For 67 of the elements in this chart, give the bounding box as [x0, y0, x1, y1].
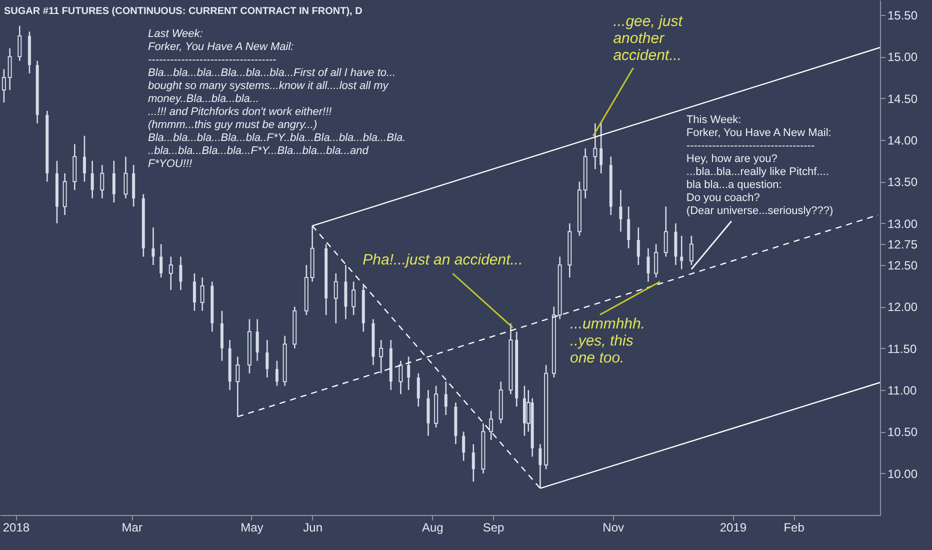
candlestick: [236, 356, 240, 418]
y-tick-label: 15.50: [888, 8, 918, 22]
annotation: ...gee, just another accident...: [613, 12, 684, 64]
candlestick: [168, 256, 173, 291]
candlestick: [654, 244, 658, 278]
candlestick: [179, 256, 182, 291]
candlestick: [90, 160, 94, 199]
candlestick: [266, 339, 269, 378]
y-tick-label: 12.50: [888, 258, 918, 272]
candlestick: [256, 318, 259, 362]
x-tick-label: 2019: [720, 520, 747, 534]
candlestick: [664, 206, 668, 258]
candlestick: [489, 410, 494, 441]
annotation: This Week: Forker, You Have A New Mail: ----------------------------------- Hey, how are you? ...bla..bla...really like Pitchf.... bla bla...a question: Do you coach? (Dear universe...seriously???): [686, 114, 834, 218]
y-tick-label: 13.50: [888, 175, 918, 190]
candlestick: [416, 372, 420, 408]
annotation: Pha!...just an accident...: [362, 252, 523, 268]
candlestick: [82, 135, 86, 182]
x-tick-label: Jun: [303, 520, 322, 534]
y-tick-label: 10.50: [888, 425, 918, 440]
candlestick: [636, 226, 640, 266]
candlestick: [112, 160, 116, 204]
y-tick-label: 11.00: [888, 384, 917, 398]
candlestick: [619, 189, 622, 232]
candlestick: [398, 360, 403, 395]
candlestick: [627, 206, 630, 249]
y-tick-label: 12.00: [888, 300, 918, 314]
candlestick: [2, 68, 6, 104]
candlestick: [379, 339, 384, 374]
candlestick: [689, 235, 694, 266]
x-tick-label: Aug: [422, 520, 444, 534]
candlestick: [100, 164, 104, 199]
y-tick-label: 10.00: [888, 466, 918, 481]
candlestick: [538, 444, 542, 489]
annotation: ...ummhhh. ..yes, this one too.: [570, 316, 646, 367]
text: Last Week: Forker, You Have A New Mail: ----------------------------------- Bla...bla...bla...Bla...bla...bla...First of all I have to... bought so many systems...know it all....lost all my money..Bla...bla...bla... ...!!! and Pitchforks don't work either!!! (hmmm...this guy must be angry...) Bla...bla...bla...Bla...bla..F*Y..bla...Bla...bla...bla...Bla. ..bla...bla...Bla...bla...F*Y...Bla...bla...bla...and F*YOU!!!: [148, 28, 406, 170]
candlestick: [680, 235, 684, 270]
candlestick: [192, 272, 196, 312]
y-tick-label: 11.50: [888, 342, 917, 356]
y-tick-label: 15.00: [888, 50, 918, 64]
candlestick: [462, 431, 466, 462]
x-tick-label: May: [240, 520, 264, 534]
candlestick: [160, 244, 163, 278]
candlestick: [444, 381, 448, 416]
x-tick-label: Feb: [784, 520, 805, 534]
x-tick-label: Mar: [122, 520, 142, 534]
candlestick: [200, 276, 204, 312]
candlestick: [593, 122, 598, 170]
candlestick: [646, 248, 650, 282]
candlestick: [407, 356, 410, 391]
y-tick-label: 14.00: [888, 134, 918, 148]
candlestick: [472, 444, 475, 482]
candlestick: [124, 156, 128, 199]
y-tick-label: 13.00: [888, 216, 918, 231]
y-tick-label: 12.75: [888, 238, 918, 252]
candlestick: [8, 48, 12, 91]
candlestick: [152, 226, 155, 266]
candlestick: [600, 121, 603, 174]
candlestick: [352, 281, 356, 316]
candlestick: [275, 360, 278, 386]
x-tick-label: Nov: [602, 520, 624, 534]
x-tick-label: Sep: [482, 520, 505, 534]
candlestick: [334, 272, 338, 324]
candlestick: [18, 25, 22, 62]
text: SUGAR #11 FUTURES (CONTINUOUS: CURRENT CONTRACT IN FRONT), D: [4, 6, 362, 17]
x-tick-label: 2018: [2, 520, 30, 534]
y-tick-label: 14.50: [888, 92, 918, 106]
